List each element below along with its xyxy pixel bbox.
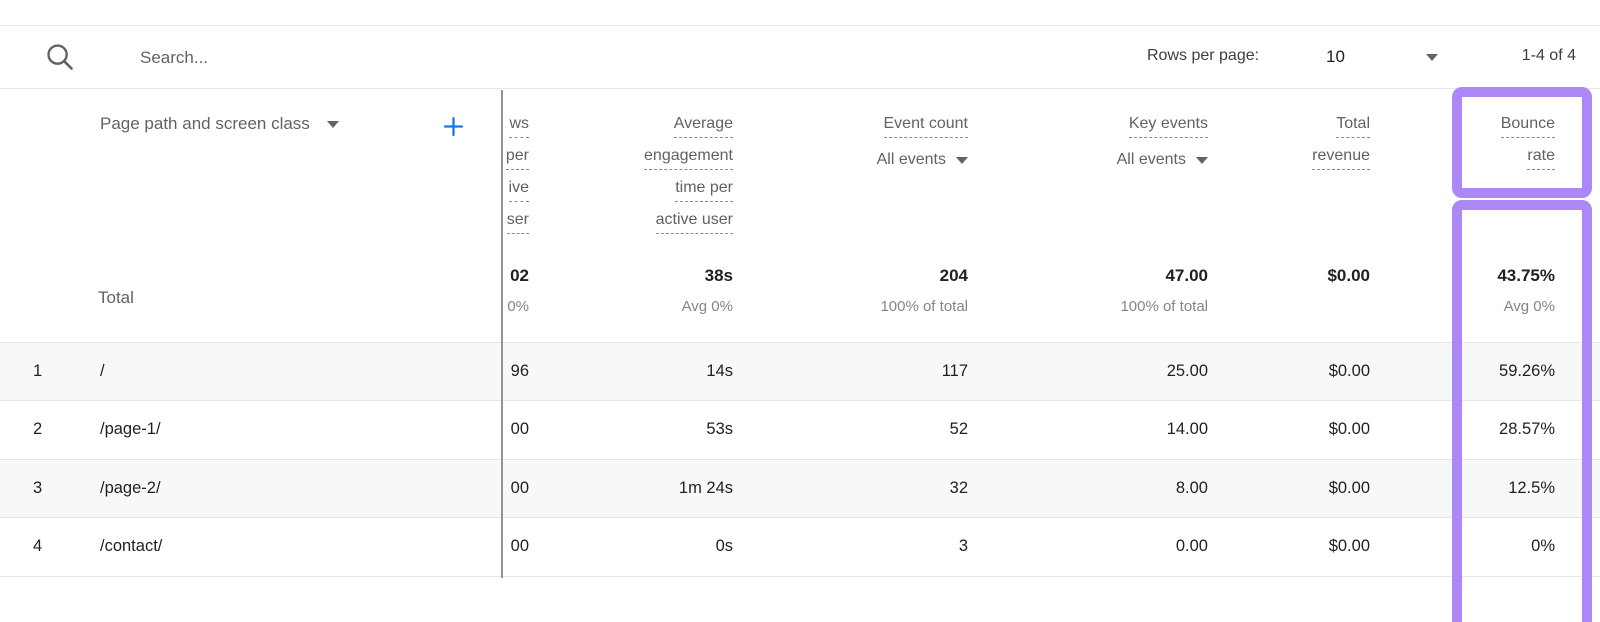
row-separator	[0, 576, 1600, 577]
key-events-cell: 0.00	[1175, 537, 1208, 555]
event-count-cell: 3	[958, 537, 968, 555]
pagination-status: 1-4 of 4	[1521, 47, 1576, 64]
dimension-header-label: Page path and screen class	[100, 114, 310, 133]
bounce-rate-cell: 28.57%	[1499, 420, 1555, 438]
page-path-cell: /page-2/	[100, 478, 161, 497]
rows-per-page-value: 10	[1326, 47, 1345, 66]
table-row: 3 /page-2/ 00 1m 24s 32 8.00 $0.00 12.5%	[0, 459, 1600, 517]
total-revenue-cell: $0.00	[1328, 361, 1370, 380]
chevron-down-icon	[1196, 156, 1208, 164]
row-separator	[0, 517, 1600, 518]
search-input[interactable]	[138, 38, 782, 78]
row-index: 4	[33, 537, 43, 555]
row-separator	[0, 342, 1600, 343]
chevron-down-icon	[956, 156, 968, 164]
chevron-down-icon	[326, 120, 339, 128]
views-cell-clipped: 96	[510, 362, 529, 380]
rows-per-page-select[interactable]: 10	[1322, 40, 1442, 74]
column-header-key-events[interactable]: Key events All events	[968, 112, 1208, 176]
total-bounce-rate: 43.75% Avg 0%	[1497, 266, 1555, 315]
avg-engagement-cell: 0s	[715, 537, 733, 555]
page-path-cell: /page-1/	[100, 420, 161, 438]
search-icon	[44, 41, 76, 78]
bounce-rate-cell: 0%	[1531, 537, 1555, 555]
total-key-events: 47.00 100% of total	[1120, 266, 1208, 315]
views-cell-clipped: 00	[510, 420, 529, 438]
add-icon	[443, 116, 464, 137]
row-index: 2	[33, 420, 43, 438]
bounce-rate-cell: 12.5%	[1508, 478, 1555, 497]
event-count-cell: 52	[949, 420, 968, 438]
row-index: 1	[33, 361, 43, 380]
total-views-clipped: 02 0%	[507, 266, 529, 315]
key-events-filter-dropdown[interactable]: All events	[968, 144, 1208, 176]
total-revenue-cell: $0.00	[1328, 537, 1370, 555]
column-header-total-revenue[interactable]: Total revenue	[1130, 112, 1370, 176]
total-row-label: Total	[98, 288, 134, 307]
total-revenue-cell: $0.00	[1328, 420, 1370, 438]
views-cell-clipped: 00	[510, 537, 529, 555]
toolbar-border-line	[0, 88, 1600, 89]
total-avg-engagement: 38s Avg 0%	[681, 266, 733, 315]
add-dimension-button[interactable]	[440, 113, 467, 140]
chevron-down-icon	[1426, 53, 1438, 61]
row-index: 3	[33, 478, 43, 497]
key-events-cell: 25.00	[1166, 361, 1208, 380]
table-row: 4 /contact/ 00 0s 3 0.00 $0.00 0%	[0, 517, 1600, 576]
key-events-cell: 14.00	[1166, 420, 1208, 438]
total-revenue: $0.00	[1327, 266, 1370, 285]
page-path-cell: /	[100, 361, 105, 380]
avg-engagement-cell: 1m 24s	[678, 478, 733, 497]
page-path-cell: /contact/	[100, 537, 163, 555]
total-event-count: 204 100% of total	[880, 266, 968, 315]
column-header-event-count[interactable]: Event count All events	[728, 112, 968, 176]
column-divider	[501, 90, 503, 578]
top-border-line	[0, 25, 1600, 26]
key-events-cell: 8.00	[1175, 478, 1208, 497]
table-row: 2 /page-1/ 00 53s 52 14.00 $0.00 28.57%	[0, 400, 1600, 459]
column-header-avg-engagement-time[interactable]: Average engagement time per active user	[493, 112, 733, 240]
event-count-cell: 32	[949, 478, 968, 497]
views-cell-clipped: 00	[510, 479, 529, 497]
table-row: 1 / 96 14s 117 25.00 $0.00 59.26%	[0, 342, 1600, 400]
avg-engagement-cell: 14s	[706, 361, 733, 380]
row-separator	[0, 459, 1600, 460]
rows-per-page-label: Rows per page:	[1147, 47, 1260, 64]
column-header-views-clipped[interactable]: ws per ive ser	[503, 112, 529, 246]
event-count-cell: 117	[941, 361, 968, 380]
avg-engagement-cell: 53s	[706, 420, 733, 438]
total-revenue-cell: $0.00	[1328, 478, 1370, 497]
row-separator	[0, 400, 1600, 401]
bounce-rate-cell: 59.26%	[1499, 361, 1555, 380]
event-count-filter-dropdown[interactable]: All events	[728, 144, 968, 176]
column-header-bounce-rate[interactable]: Bounce rate	[1315, 112, 1555, 176]
dimension-header-dropdown[interactable]: Page path and screen class	[100, 114, 339, 134]
